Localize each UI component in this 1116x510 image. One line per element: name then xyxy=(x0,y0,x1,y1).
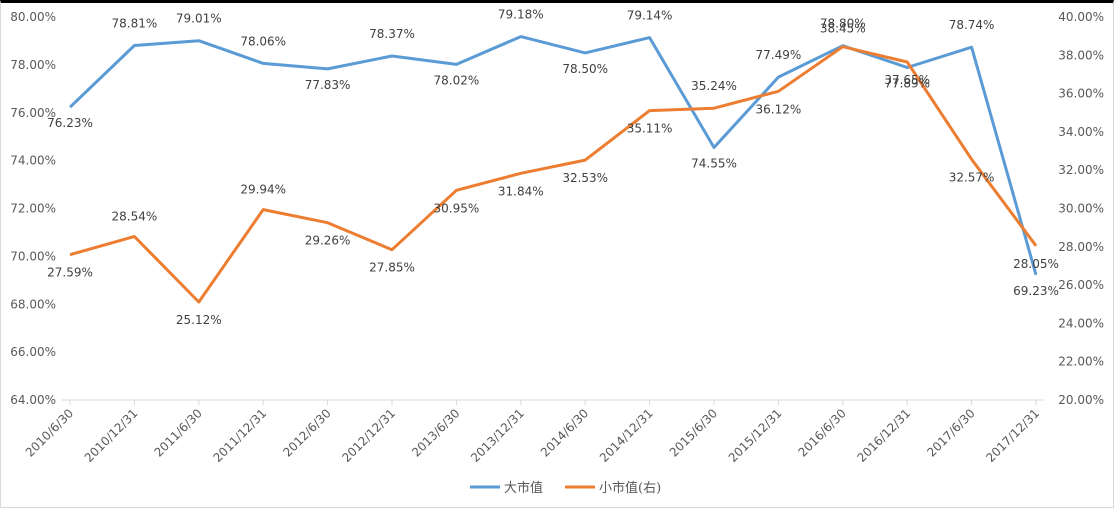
data-label: 28.05% xyxy=(1013,257,1059,271)
data-label: 77.89% xyxy=(884,77,930,91)
data-label: 78.74% xyxy=(949,18,995,32)
y-right-tick-label: 28.00% xyxy=(1058,240,1104,254)
x-tick-label: 2014/12/31 xyxy=(597,406,656,465)
x-tick-label: 2010/12/31 xyxy=(82,406,141,465)
data-label: 28.54% xyxy=(112,209,158,223)
legend-label-0: 大市值 xyxy=(504,480,543,496)
data-label: 35.24% xyxy=(691,79,737,93)
x-tick-label: 2011/12/31 xyxy=(211,406,270,465)
x-tick-label: 2014/6/30 xyxy=(538,406,591,459)
data-label: 30.95% xyxy=(434,201,480,215)
data-label: 78.81% xyxy=(112,16,158,30)
data-label: 78.50% xyxy=(562,62,608,76)
y-right-tick-label: 24.00% xyxy=(1058,316,1104,330)
data-label: 38.45% xyxy=(820,22,866,36)
data-label: 31.84% xyxy=(498,184,544,198)
x-tick-label: 2013/6/30 xyxy=(409,406,462,459)
data-label: 78.80% xyxy=(820,17,866,31)
x-tick-label: 2013/12/31 xyxy=(468,406,527,465)
y-left-tick-label: 76.00% xyxy=(10,106,56,120)
data-label: 69.23% xyxy=(1013,284,1059,298)
data-label: 79.18% xyxy=(498,8,544,22)
y-right-tick-label: 40.00% xyxy=(1058,10,1104,24)
data-label: 78.06% xyxy=(240,34,286,48)
y-left-tick-label: 78.00% xyxy=(10,58,56,72)
x-tick-label: 2017/12/31 xyxy=(983,406,1042,465)
y-right-tick-label: 26.00% xyxy=(1058,278,1104,292)
data-label: 29.26% xyxy=(305,234,351,248)
y-right-tick-label: 36.00% xyxy=(1058,87,1104,101)
data-label: 35.11% xyxy=(627,122,673,136)
y-left-tick-label: 74.00% xyxy=(10,154,56,168)
legend: 大市值 小市值(右) xyxy=(470,480,661,496)
x-tick-label: 2015/6/30 xyxy=(667,406,720,459)
y-right-tick-label: 30.00% xyxy=(1058,202,1104,216)
y-left-tick-label: 68.00% xyxy=(10,297,56,311)
y-right-tick-label: 22.00% xyxy=(1058,355,1104,369)
y-left-tick-label: 72.00% xyxy=(10,202,56,216)
data-label: 76.23% xyxy=(47,116,93,130)
y-right-tick-label: 32.00% xyxy=(1058,163,1104,177)
y-right-tick-label: 38.00% xyxy=(1058,48,1104,62)
data-label: 37.65% xyxy=(884,73,930,87)
data-label: 77.83% xyxy=(305,78,351,92)
series-line-1 xyxy=(69,45,1038,304)
data-label: 74.55% xyxy=(691,156,737,170)
x-tick-label: 2012/6/30 xyxy=(280,406,333,459)
data-label: 79.14% xyxy=(627,9,673,23)
legend-label-1: 小市值(右) xyxy=(599,480,661,496)
data-label: 32.57% xyxy=(949,170,995,184)
data-label: 78.37% xyxy=(369,27,415,41)
x-tick-label: 2016/6/30 xyxy=(796,406,849,459)
data-label: 78.02% xyxy=(434,73,480,87)
data-label: 36.12% xyxy=(756,102,802,116)
y-left-tick-label: 80.00% xyxy=(10,10,56,24)
series-line-0 xyxy=(68,35,1038,276)
y-left-tick-label: 66.00% xyxy=(10,345,56,359)
x-tick-label: 2017/6/30 xyxy=(924,406,977,459)
data-label: 27.85% xyxy=(369,261,415,275)
y-right-tick-label: 34.00% xyxy=(1058,125,1104,139)
y-right-tick-label: 20.00% xyxy=(1058,393,1104,407)
y-left-tick-label: 64.00% xyxy=(10,393,56,407)
x-tick-label: 2010/6/30 xyxy=(23,406,76,459)
data-label: 77.49% xyxy=(756,48,802,62)
data-label: 32.53% xyxy=(562,171,608,185)
data-label: 29.94% xyxy=(240,183,286,197)
series-lines xyxy=(68,35,1038,304)
axes: 64.00% 66.00% 68.00% 70.00% 72.00% 74.00% 76.0… xyxy=(10,10,1104,465)
data-label: 25.12% xyxy=(176,313,222,327)
y-left-tick-label: 70.00% xyxy=(10,249,56,263)
x-tick-label: 2016/12/31 xyxy=(855,406,914,465)
x-tick-label: 2012/12/31 xyxy=(339,406,398,465)
x-tick-label: 2011/6/30 xyxy=(152,406,205,459)
x-tick-label: 2015/12/31 xyxy=(726,406,785,465)
data-label: 79.01% xyxy=(176,12,222,26)
data-label: 27.59% xyxy=(47,266,93,280)
data-labels: 76.23% 78.81% 79.01% 78.06% 77.83% 78.37% 78.0… xyxy=(47,8,1059,327)
